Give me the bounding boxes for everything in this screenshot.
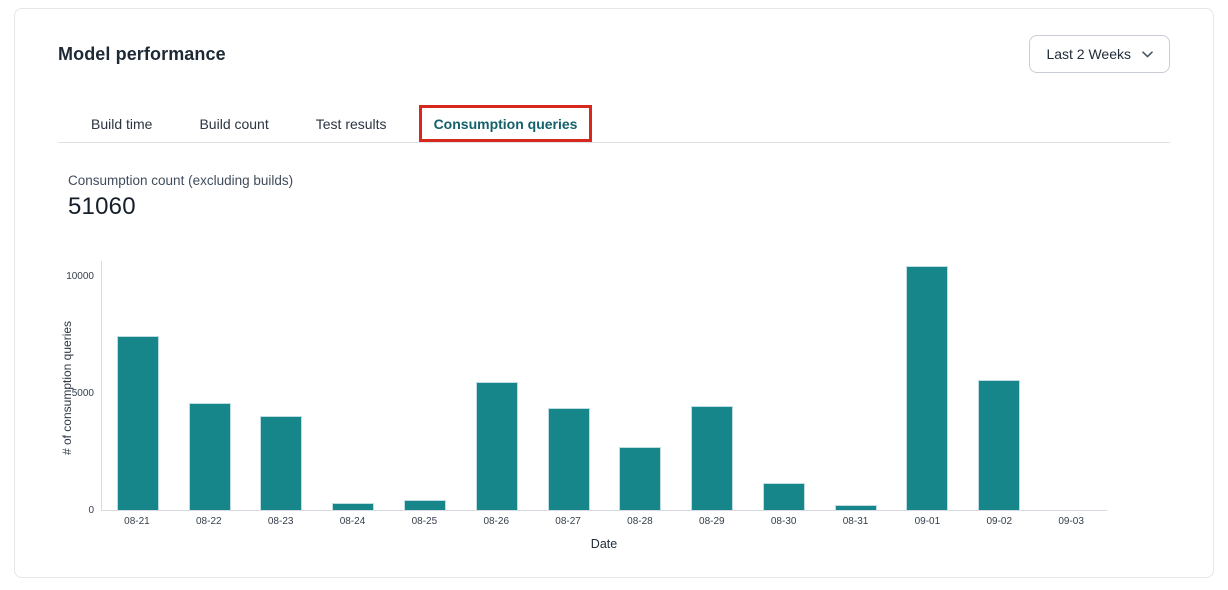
tab-build-count[interactable]: Build count xyxy=(199,115,269,132)
bar-08-27[interactable] xyxy=(547,408,590,510)
x-tick-08-22: 08-22 xyxy=(196,516,222,527)
bar-slot-08-26 xyxy=(461,382,533,510)
card-header: Model performance Last 2 Weeks xyxy=(15,9,1213,73)
x-tick-09-03: 09-03 xyxy=(1058,516,1084,527)
x-tick-08-26: 08-26 xyxy=(483,516,510,527)
bar-08-21[interactable] xyxy=(116,336,159,510)
bar-slot-08-23 xyxy=(246,416,318,510)
x-tick-08-25: 08-25 xyxy=(411,516,438,527)
bar-08-22[interactable] xyxy=(188,403,231,510)
stat-label: Consumption count (excluding builds) xyxy=(68,173,294,188)
x-tick-08-23: 08-23 xyxy=(267,516,294,527)
bar-08-31[interactable] xyxy=(834,505,877,510)
model-performance-card: Model performance Last 2 Weeks Build tim… xyxy=(14,8,1214,578)
x-tick-08-21: 08-21 xyxy=(124,516,150,527)
x-tick-08-31: 08-31 xyxy=(842,516,869,527)
bar-slot-08-27 xyxy=(533,408,605,510)
annotation-highlight-box xyxy=(418,104,593,142)
y-tick-10000: 10000 xyxy=(66,271,94,283)
x-axis-label: Date xyxy=(590,537,618,551)
bar-08-30[interactable] xyxy=(762,483,805,510)
bar-slot-08-29 xyxy=(676,406,748,510)
tab-build-time[interactable]: Build time xyxy=(91,115,153,132)
date-range-value: Last 2 Weeks xyxy=(1046,46,1131,62)
bar-slot-08-31 xyxy=(820,505,892,510)
bar-08-26[interactable] xyxy=(475,382,518,510)
bar-slot-08-24 xyxy=(317,503,389,510)
bar-08-23[interactable] xyxy=(260,416,303,510)
plot-area xyxy=(101,261,1107,511)
x-tick-08-24: 08-24 xyxy=(339,516,366,527)
stat-block: Consumption count (excluding builds) 510… xyxy=(68,173,1170,221)
bar-slot-08-22 xyxy=(174,403,246,510)
bar-09-02[interactable] xyxy=(978,380,1021,510)
tab-test-results[interactable]: Test results xyxy=(315,115,387,132)
tab-consumption-queries[interactable]: Consumption queries xyxy=(418,104,593,142)
date-range-dropdown[interactable]: Last 2 Weeks xyxy=(1029,35,1170,73)
x-axis-ticks: 08-21 08-22 08-23 08-24 08-25 08-26 08-27 08-28… xyxy=(101,516,1107,527)
x-tick-08-30: 08-30 xyxy=(770,516,797,527)
bar-slot-08-25 xyxy=(389,500,461,510)
bar-08-25[interactable] xyxy=(404,500,447,510)
bar-08-24[interactable] xyxy=(332,503,375,510)
page-title: Model performance xyxy=(58,43,226,64)
consumption-queries-chart: # of consumption queries 0 5000 10000 08-2… xyxy=(15,253,1213,553)
x-tick-09-01: 09-01 xyxy=(914,516,941,527)
chevron-down-icon xyxy=(1142,50,1153,58)
bar-09-01[interactable] xyxy=(906,266,949,510)
bar-08-29[interactable] xyxy=(691,406,734,510)
bar-slot-08-21 xyxy=(102,336,174,510)
bar-slot-08-28 xyxy=(604,447,676,510)
x-tick-09-02: 09-02 xyxy=(986,516,1013,527)
x-tick-08-27: 08-27 xyxy=(555,516,581,527)
tab-bar: Build time Build count Test results Consump… xyxy=(58,104,1170,143)
x-tick-08-29: 08-29 xyxy=(699,516,725,527)
bar-slot-09-02 xyxy=(963,380,1035,510)
stat-value: 51060 xyxy=(68,193,136,220)
bar-slot-08-30 xyxy=(748,483,820,510)
x-tick-08-28: 08-28 xyxy=(627,516,653,527)
bar-08-28[interactable] xyxy=(619,447,662,510)
y-tick-5000: 5000 xyxy=(71,388,94,400)
bar-slot-09-01 xyxy=(892,266,964,510)
y-tick-0: 0 xyxy=(88,505,94,516)
